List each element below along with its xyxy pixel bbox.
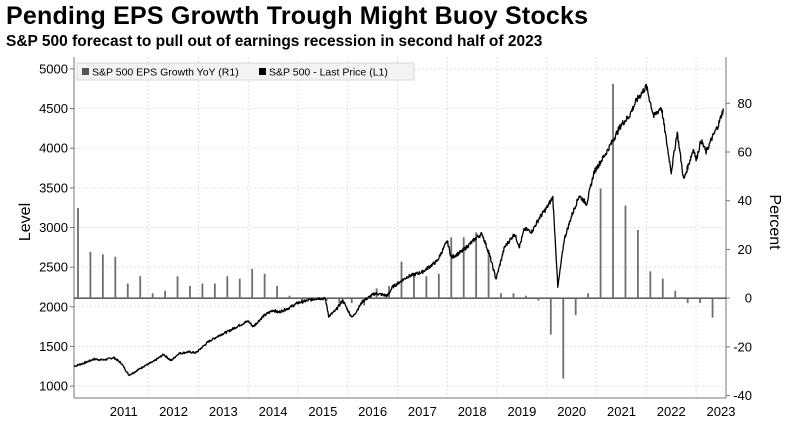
y-axis-left-label: Level bbox=[17, 203, 34, 241]
eps-bar bbox=[388, 285, 390, 299]
eps-bar bbox=[587, 293, 590, 299]
eps-bar bbox=[637, 229, 639, 299]
legend-swatch-price bbox=[259, 68, 266, 75]
y-axis-right-label: Percent bbox=[766, 194, 783, 250]
eps-bar bbox=[226, 276, 229, 299]
x-tick-label: 2013 bbox=[209, 404, 238, 419]
eps-bar bbox=[139, 276, 142, 299]
y-left-tick-label: 1500 bbox=[39, 339, 68, 354]
y-right-tick-label: 0 bbox=[745, 291, 752, 306]
eps-bar bbox=[450, 237, 453, 299]
chart-subtitle: S&P 500 forecast to pull out of earnings… bbox=[6, 33, 543, 50]
eps-bar bbox=[77, 208, 79, 299]
eps-bar bbox=[574, 298, 577, 316]
y-right-tick-label: -20 bbox=[733, 339, 752, 354]
x-tick-label: 2011 bbox=[110, 404, 138, 419]
x-tick-label: 2023 bbox=[707, 404, 736, 419]
legend: S&P 500 EPS Growth YoY (R1) S&P 500 - La… bbox=[76, 62, 415, 81]
eps-growth-bars bbox=[77, 83, 714, 379]
eps-bar bbox=[288, 295, 291, 299]
eps-bar bbox=[599, 188, 602, 299]
price-line-layer bbox=[73, 83, 725, 377]
y-left-tick-label: 4000 bbox=[39, 141, 68, 156]
y-right-tick-label: 60 bbox=[738, 144, 752, 159]
eps-bar bbox=[263, 273, 266, 299]
eps-bar bbox=[549, 298, 552, 335]
eps-bar bbox=[400, 261, 403, 299]
gridlines bbox=[74, 57, 726, 398]
y-right-tick-label: 20 bbox=[738, 242, 752, 257]
eps-bar bbox=[537, 298, 540, 301]
y-left-tick-label: 1000 bbox=[39, 379, 68, 394]
y-right-tick-label: -40 bbox=[733, 388, 752, 403]
plot-frame bbox=[73, 57, 727, 399]
x-tick-label: 2018 bbox=[458, 404, 487, 419]
eps-bar bbox=[350, 298, 353, 304]
y-left-tick-label: 2500 bbox=[39, 260, 68, 275]
y-right-tick-label: 40 bbox=[738, 193, 752, 208]
eps-bar bbox=[338, 298, 341, 304]
legend-label-price: S&P 500 - Last Price (L1) bbox=[269, 67, 388, 79]
eps-bar bbox=[711, 298, 714, 318]
chart-title: Pending EPS Growth Trough Might Buoy Sto… bbox=[6, 2, 589, 30]
y-left-tick-label: 5000 bbox=[39, 61, 68, 76]
eps-bar bbox=[475, 232, 478, 299]
x-tick-label: 2019 bbox=[507, 404, 536, 419]
eps-bar bbox=[649, 271, 652, 299]
eps-bar bbox=[238, 278, 241, 299]
x-tick-label: 2022 bbox=[657, 404, 686, 419]
eps-bar bbox=[462, 237, 465, 299]
axis-ticks: 1000 1500 2000 2500 3000 3500 4000 4500 5000 -40 -… bbox=[39, 61, 752, 419]
y-left-tick-label: 3000 bbox=[39, 220, 68, 235]
eps-bar bbox=[101, 254, 104, 299]
legend-swatch-eps bbox=[82, 68, 89, 75]
eps-bar bbox=[413, 276, 415, 299]
eps-bar bbox=[674, 290, 677, 299]
eps-bar bbox=[301, 298, 303, 301]
x-tick-label: 2021 bbox=[607, 404, 636, 419]
eps-bar bbox=[562, 298, 565, 379]
x-tick-label: 2017 bbox=[408, 404, 437, 419]
eps-bar bbox=[612, 83, 614, 299]
y-right-tick-label: 80 bbox=[738, 96, 752, 111]
y-left-tick-label: 3500 bbox=[39, 180, 68, 195]
eps-bar bbox=[487, 249, 490, 299]
y-left-tick-label: 2000 bbox=[39, 299, 68, 314]
eps-bar bbox=[661, 278, 664, 299]
eps-bar bbox=[89, 251, 92, 299]
x-tick-label: 2016 bbox=[358, 404, 387, 419]
eps-bar bbox=[251, 268, 254, 299]
eps-bar bbox=[686, 298, 689, 304]
legend-box bbox=[76, 62, 415, 81]
eps-bar bbox=[164, 290, 166, 299]
eps-bar bbox=[126, 283, 129, 299]
eps-bar bbox=[512, 293, 515, 299]
eps-bar bbox=[500, 293, 502, 299]
eps-bar bbox=[201, 283, 204, 299]
eps-bar bbox=[176, 276, 179, 299]
eps-bar bbox=[437, 273, 440, 299]
x-tick-label: 2020 bbox=[557, 404, 586, 419]
eps-bar bbox=[325, 298, 328, 301]
x-tick-label: 2014 bbox=[259, 404, 288, 419]
x-tick-label: 2012 bbox=[159, 404, 188, 419]
sp500-price-line bbox=[73, 83, 725, 377]
x-tick-label: 2015 bbox=[308, 404, 337, 419]
eps-bar bbox=[425, 276, 428, 299]
eps-bar bbox=[699, 298, 702, 304]
eps-bar bbox=[151, 293, 154, 299]
eps-bar bbox=[114, 256, 117, 299]
y-left-tick-label: 4500 bbox=[39, 101, 68, 116]
eps-bar bbox=[624, 205, 627, 299]
legend-label-eps: S&P 500 EPS Growth YoY (R1) bbox=[92, 67, 239, 79]
eps-bar bbox=[189, 285, 191, 299]
eps-bar bbox=[213, 283, 216, 299]
eps-bar bbox=[276, 285, 278, 299]
eps-bar bbox=[525, 295, 527, 299]
